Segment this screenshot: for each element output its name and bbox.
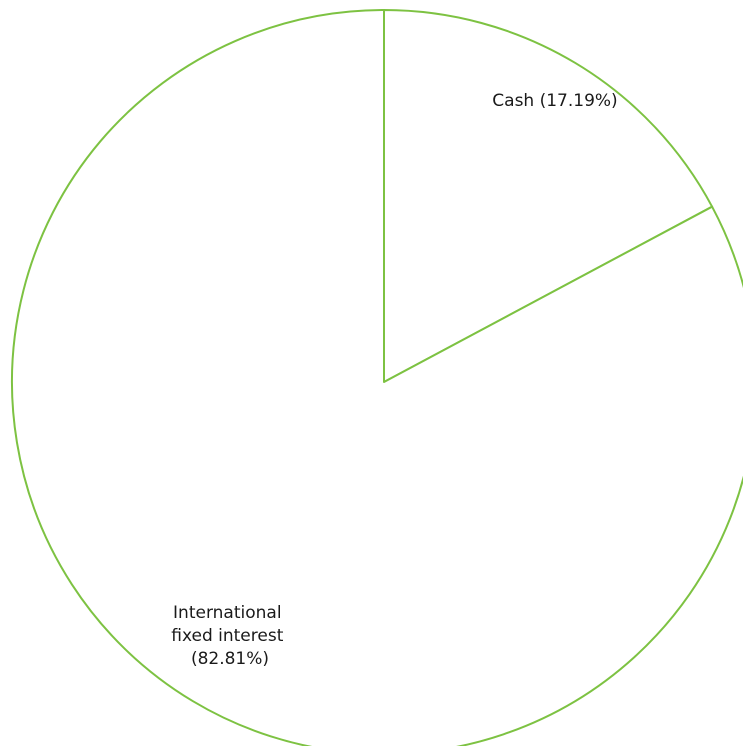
slice-label-international-line-3: (82.81%) xyxy=(191,649,269,669)
slice-label-international-line-2: fixed interest xyxy=(171,626,283,646)
slice-label-international-line-1: International xyxy=(173,603,282,623)
slice-label-cash: Cash (17.19%) xyxy=(492,91,617,111)
pie-slices xyxy=(12,10,743,746)
